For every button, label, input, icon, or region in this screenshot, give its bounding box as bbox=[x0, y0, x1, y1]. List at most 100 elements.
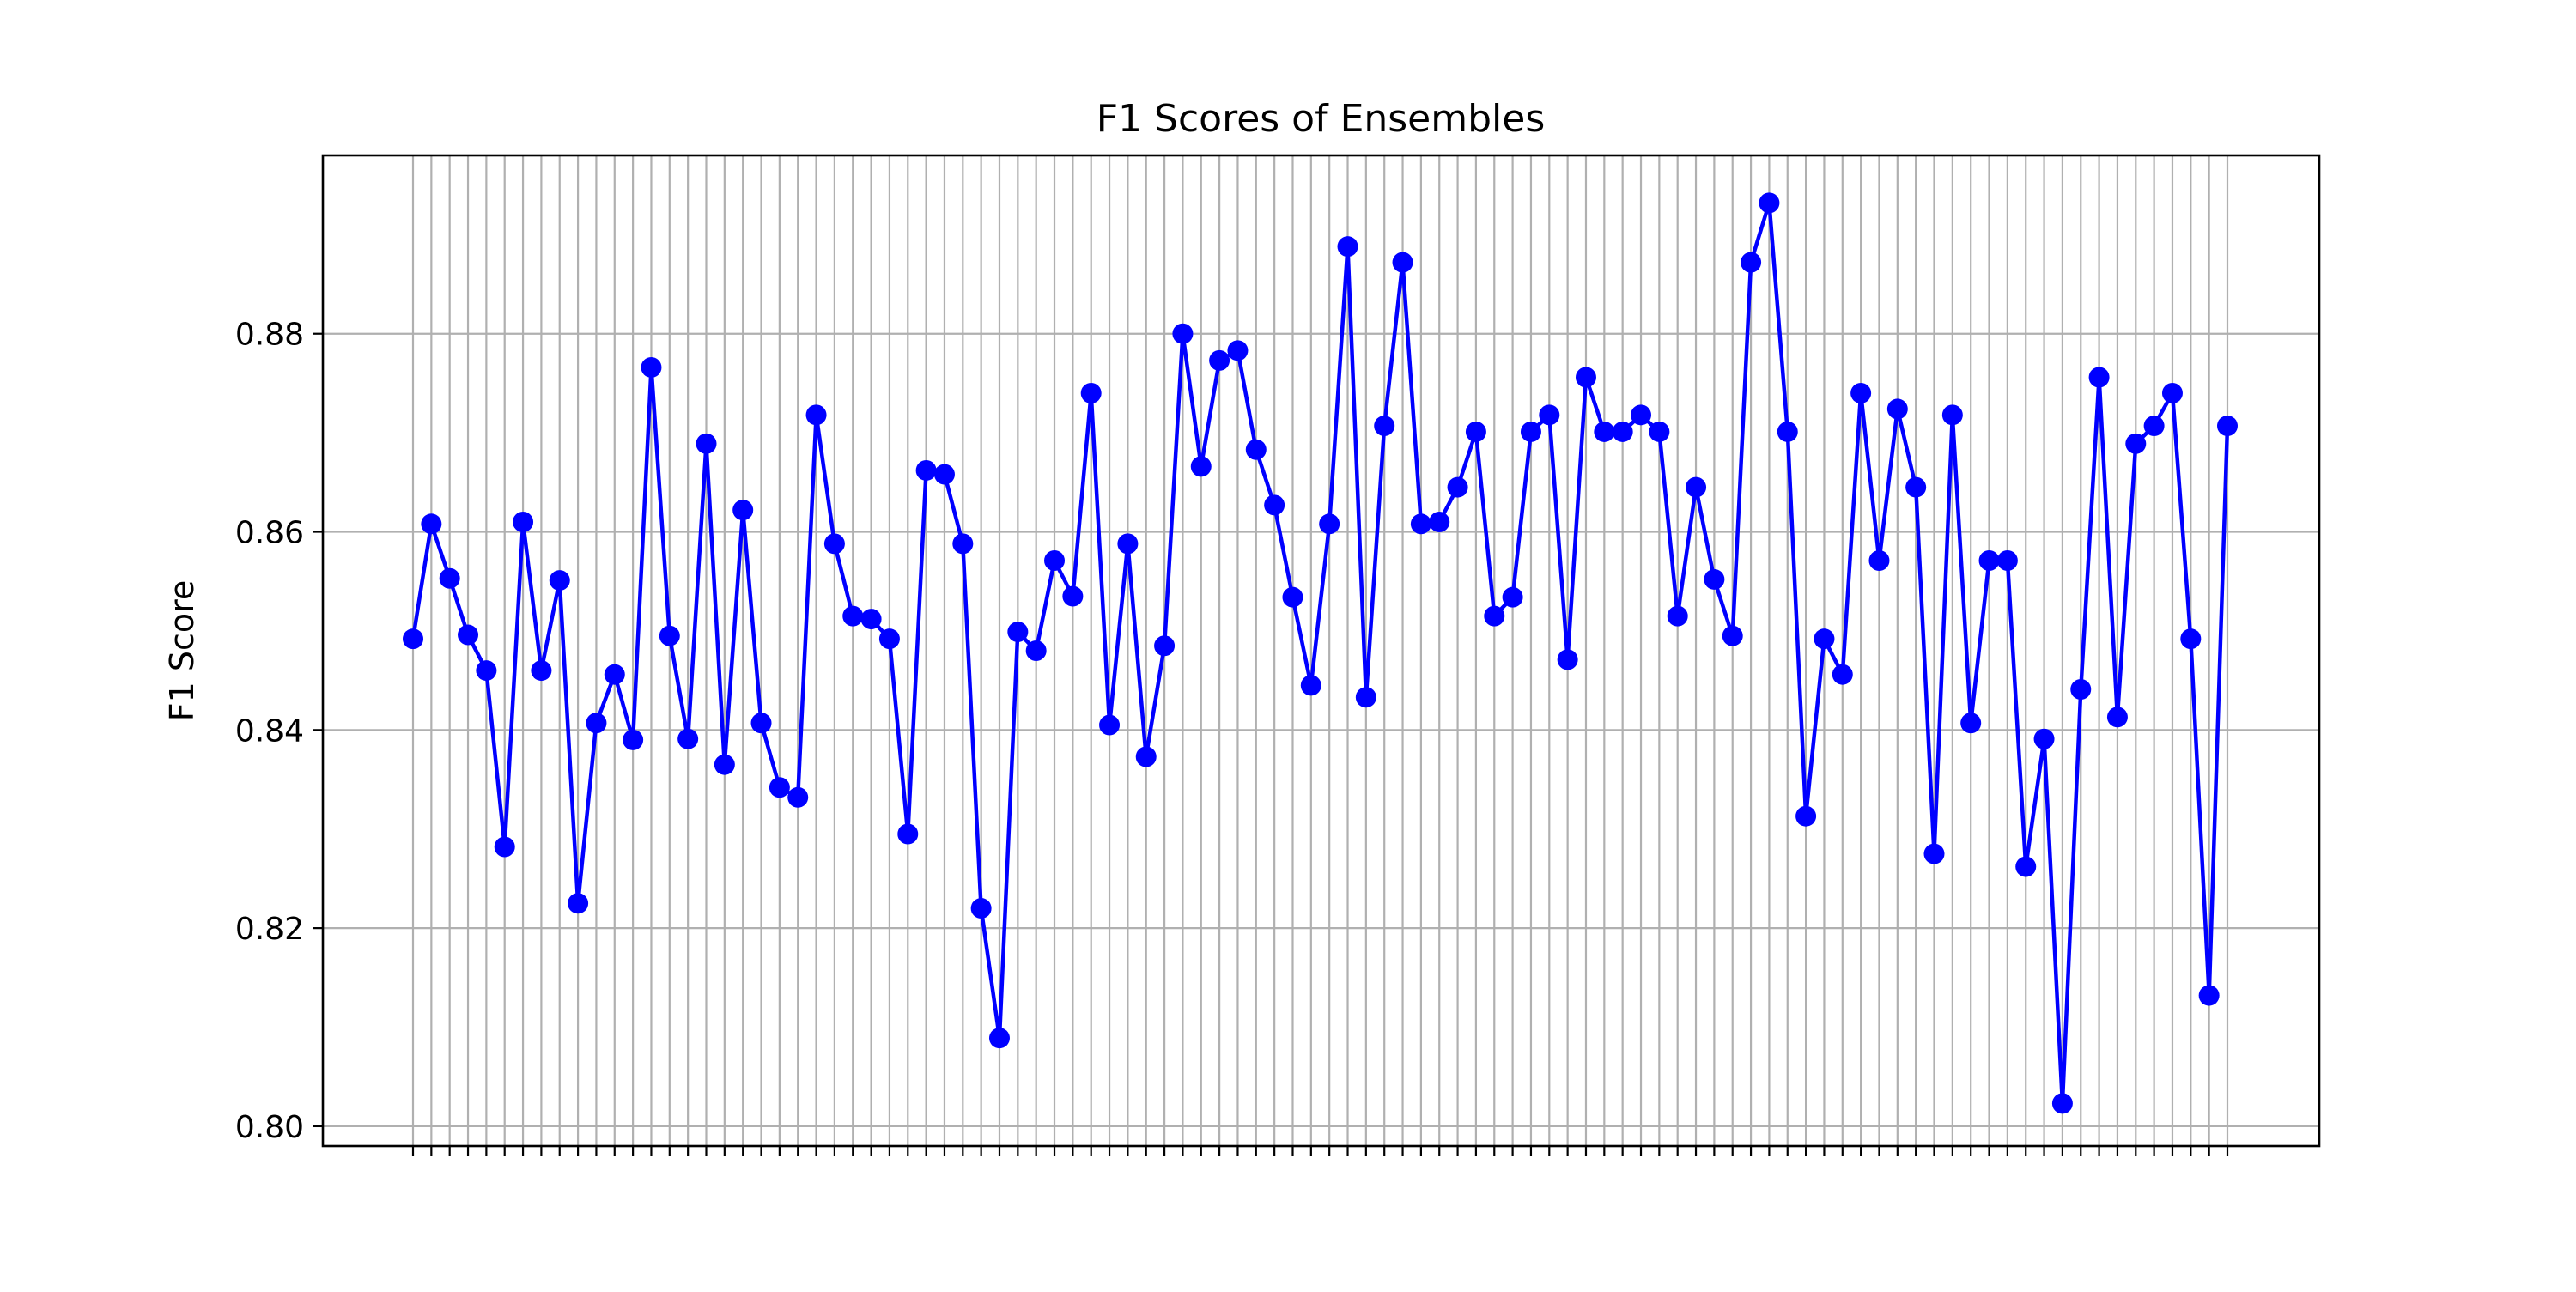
plot-frame bbox=[321, 154, 2321, 1148]
data-point bbox=[568, 893, 589, 914]
data-point bbox=[1575, 367, 1596, 388]
data-point bbox=[1355, 687, 1376, 708]
data-point bbox=[1044, 549, 1066, 571]
series-layer bbox=[403, 192, 2238, 1114]
y-tick-label: 0.84 bbox=[235, 713, 304, 749]
y-tick-label: 0.80 bbox=[235, 1110, 304, 1145]
data-point bbox=[1099, 714, 1121, 736]
data-point bbox=[696, 433, 717, 454]
data-point bbox=[623, 729, 644, 750]
data-point bbox=[1649, 421, 1670, 442]
data-point bbox=[2217, 416, 2238, 437]
data-point bbox=[1025, 640, 1047, 661]
data-point bbox=[1502, 586, 1523, 608]
data-point bbox=[842, 605, 864, 627]
data-point bbox=[1392, 252, 1413, 273]
data-point bbox=[1172, 323, 1194, 344]
data-point bbox=[1264, 494, 1285, 516]
data-point bbox=[1300, 675, 1321, 696]
data-point bbox=[1337, 236, 1358, 258]
data-point bbox=[659, 625, 680, 646]
data-point bbox=[2198, 985, 2220, 1006]
data-point bbox=[1557, 649, 1578, 670]
data-point bbox=[586, 713, 607, 734]
data-point bbox=[1832, 664, 1853, 685]
data-point bbox=[677, 728, 699, 749]
data-point bbox=[403, 628, 423, 650]
data-point bbox=[878, 628, 900, 650]
data-point bbox=[1978, 549, 2000, 571]
data-point bbox=[1923, 843, 1945, 864]
data-point bbox=[1209, 349, 1230, 371]
data-point bbox=[1080, 382, 1102, 403]
data-point bbox=[1704, 568, 1725, 590]
data-point bbox=[1117, 533, 1139, 555]
data-point bbox=[897, 823, 919, 845]
data-point bbox=[494, 836, 515, 858]
data-point bbox=[1667, 605, 1688, 627]
y-tick-label: 0.82 bbox=[235, 912, 304, 947]
data-point bbox=[458, 624, 479, 646]
data-point bbox=[1941, 404, 1963, 426]
data-point bbox=[1814, 628, 1835, 650]
data-point bbox=[750, 713, 772, 734]
series-line bbox=[410, 201, 2230, 1106]
data-point bbox=[421, 513, 442, 535]
data-point bbox=[1960, 713, 1982, 734]
data-point bbox=[1190, 456, 1212, 477]
data-point bbox=[1227, 340, 1249, 361]
data-point bbox=[1594, 421, 1615, 442]
data-point bbox=[1245, 439, 1267, 460]
data-point bbox=[1686, 476, 1707, 498]
data-point bbox=[1319, 513, 1340, 535]
data-point bbox=[1429, 511, 1450, 532]
data-point bbox=[1722, 625, 1743, 646]
data-point bbox=[1886, 398, 1908, 420]
data-point bbox=[2106, 707, 2128, 728]
data-point bbox=[1410, 513, 1431, 535]
data-point bbox=[714, 754, 735, 775]
data-point bbox=[732, 500, 754, 521]
data-point bbox=[952, 533, 974, 555]
data-point bbox=[769, 777, 790, 798]
data-point bbox=[1465, 421, 1486, 442]
data-point bbox=[604, 664, 625, 685]
data-point bbox=[1850, 382, 1872, 403]
data-point bbox=[970, 898, 992, 919]
data-point bbox=[915, 459, 937, 481]
data-point bbox=[860, 609, 882, 630]
tick-layer: 0.80 0.82 0.84 0.86 0.88 bbox=[235, 318, 2229, 1156]
data-point bbox=[1539, 404, 1560, 426]
data-point bbox=[2180, 628, 2202, 650]
y-axis-label: F1 Score bbox=[163, 580, 201, 722]
data-point bbox=[1741, 252, 1762, 273]
data-point bbox=[1612, 421, 1633, 442]
data-point bbox=[1905, 476, 1927, 498]
grid-layer bbox=[323, 155, 2319, 1146]
data-point bbox=[2051, 1093, 2073, 1114]
data-point bbox=[1520, 421, 1541, 442]
data-point bbox=[988, 1028, 1010, 1049]
data-point bbox=[439, 567, 460, 589]
data-point bbox=[1868, 549, 1890, 571]
data-point bbox=[1135, 746, 1157, 767]
data-point bbox=[2070, 679, 2092, 701]
data-point bbox=[823, 533, 845, 555]
data-point bbox=[1062, 585, 1084, 607]
data-point bbox=[513, 511, 534, 532]
data-point bbox=[1007, 622, 1029, 643]
data-point bbox=[2125, 433, 2147, 454]
data-point bbox=[1484, 605, 1505, 627]
data-point bbox=[1631, 404, 1652, 426]
data-point bbox=[2015, 856, 2037, 877]
data-point bbox=[2033, 728, 2055, 749]
data-point bbox=[1795, 805, 1817, 827]
data-point bbox=[787, 786, 809, 808]
data-point bbox=[1447, 476, 1468, 498]
chart-title: F1 Scores of Ensembles bbox=[1097, 97, 1546, 141]
data-point bbox=[1996, 549, 2018, 571]
data-point bbox=[476, 660, 497, 682]
data-point bbox=[641, 356, 662, 378]
